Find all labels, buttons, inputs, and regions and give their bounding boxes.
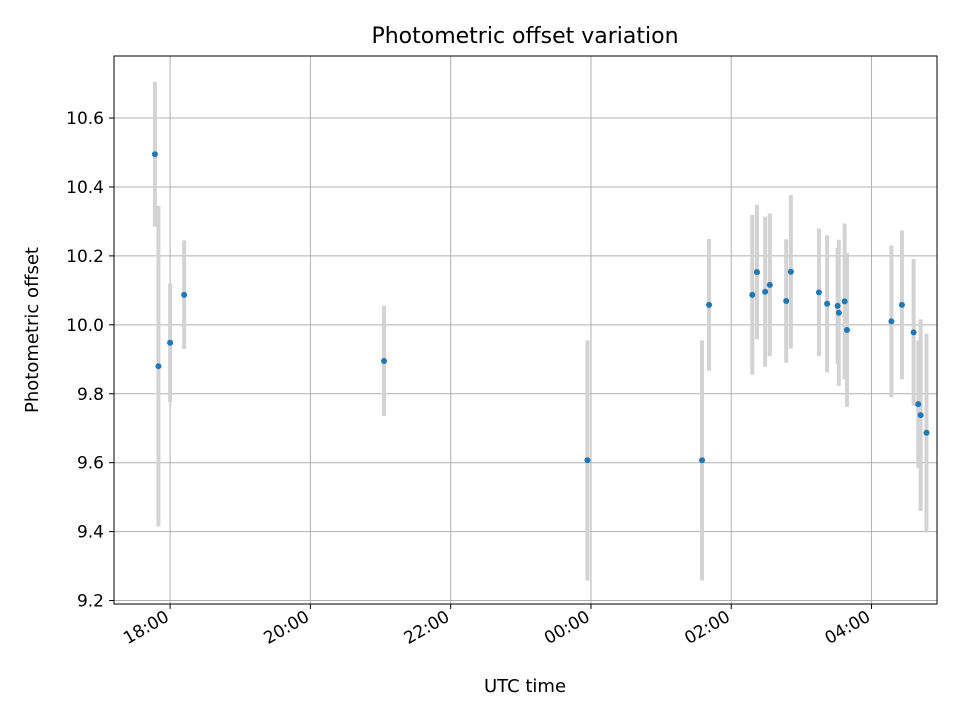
- data-point: [787, 268, 794, 275]
- data-point: [824, 300, 831, 307]
- data-point: [841, 298, 848, 305]
- data-point: [753, 269, 760, 276]
- y-tick-label: 10.0: [66, 316, 104, 336]
- data-point: [584, 457, 591, 464]
- x-axis-label: UTC time: [484, 676, 566, 697]
- data-point: [834, 302, 841, 309]
- data-point: [381, 358, 388, 365]
- data-point: [181, 291, 188, 298]
- data-point: [783, 298, 790, 305]
- data-point: [762, 288, 769, 295]
- data-point: [815, 289, 822, 296]
- data-points: [151, 151, 930, 464]
- data-point: [155, 363, 162, 370]
- y-tick-label: 9.8: [77, 385, 104, 405]
- y-tick-label: 9.4: [77, 523, 104, 543]
- grid: [114, 56, 937, 604]
- chart-title: Photometric offset variation: [371, 24, 678, 49]
- data-point: [151, 151, 158, 158]
- data-point: [888, 318, 895, 325]
- data-point: [766, 281, 773, 288]
- y-tick-label: 9.2: [77, 592, 104, 612]
- data-point: [843, 327, 850, 333]
- data-point: [699, 457, 706, 464]
- data-point: [898, 301, 905, 308]
- y-axis-label: Photometric offset: [22, 247, 43, 413]
- data-point: [749, 291, 756, 298]
- y-tick-label: 10.2: [66, 247, 104, 267]
- data-point: [915, 401, 922, 408]
- y-tick-label: 9.6: [77, 454, 104, 474]
- data-point: [167, 339, 174, 346]
- y-tick-label: 10.4: [66, 178, 104, 198]
- data-point: [835, 309, 842, 316]
- y-axis-ticks: 9.2 9.4 9.6 9.8 10.0 10.2 10.4 10.6: [66, 109, 114, 612]
- data-point: [923, 429, 930, 436]
- data-point: [910, 329, 917, 336]
- data-point: [917, 412, 924, 419]
- y-tick-label: 10.6: [66, 109, 104, 129]
- axes-frame: [113, 55, 938, 605]
- data-point: [706, 301, 713, 308]
